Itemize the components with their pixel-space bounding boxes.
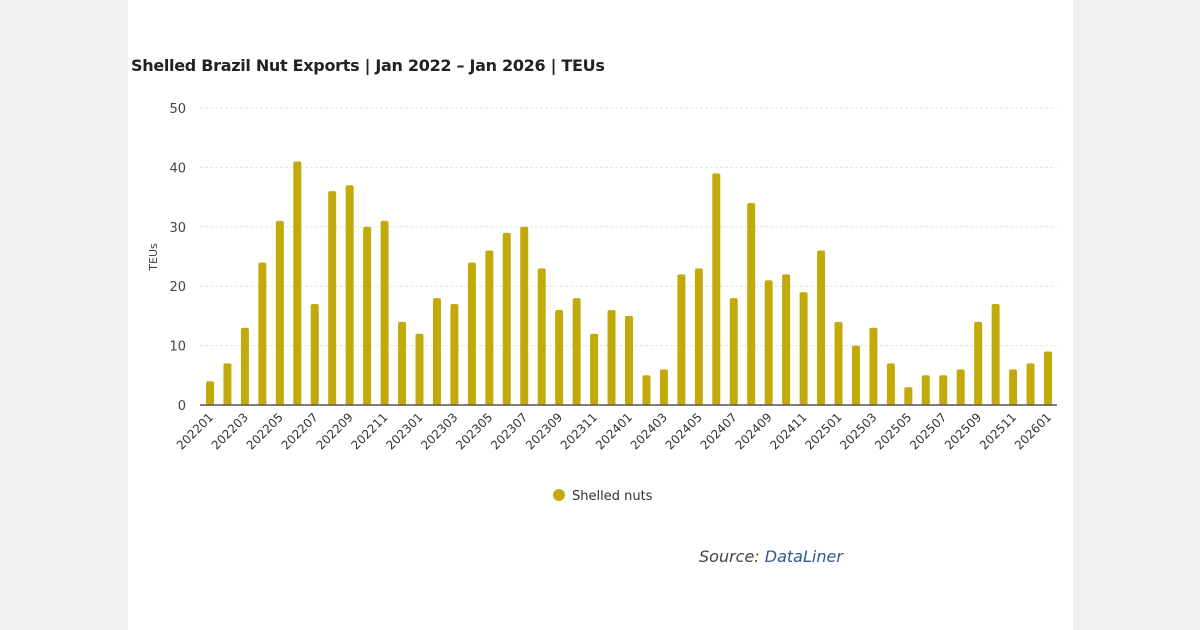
y-tick-label: 40 [169, 161, 186, 176]
x-tick-label: 202407 [698, 410, 740, 452]
bar [782, 274, 791, 405]
legend-marker [553, 489, 565, 501]
bar [1026, 363, 1035, 405]
x-tick-label: 202409 [732, 410, 774, 452]
bar [345, 185, 354, 405]
x-tick-label: 202411 [767, 410, 809, 452]
legend-label[interactable]: Shelled nuts [572, 489, 653, 504]
bar [607, 309, 616, 405]
bar [625, 315, 633, 405]
x-tick-label: 202509 [942, 410, 984, 452]
x-tick-label: 202311 [558, 410, 600, 452]
bar [799, 292, 808, 405]
bar [398, 321, 407, 405]
y-tick-label: 10 [169, 340, 186, 355]
bar [1009, 369, 1018, 405]
x-tick-label: 202205 [244, 410, 286, 452]
bar [904, 387, 913, 405]
bar [974, 321, 983, 405]
chart-card [128, 0, 1073, 630]
x-tick-label: 202303 [418, 410, 460, 452]
x-tick-label: 202209 [313, 410, 355, 452]
bar [537, 268, 546, 405]
bar [590, 333, 599, 405]
bar [851, 345, 860, 405]
x-tick-label: 202507 [907, 410, 949, 452]
bar [485, 250, 494, 405]
bar [886, 363, 895, 405]
source-prefix: Source: [699, 547, 765, 566]
chart-title: Shelled Brazil Nut Exports | Jan 2022 – … [131, 56, 605, 75]
y-tick-label: 0 [178, 399, 186, 414]
y-tick-label: 30 [169, 221, 186, 236]
y-tick-label: 20 [169, 280, 186, 295]
x-tick-label: 202401 [593, 410, 635, 452]
bar [380, 220, 389, 405]
bar [939, 375, 948, 405]
x-tick-label: 202503 [837, 410, 879, 452]
bar [991, 304, 1000, 405]
bar [328, 191, 337, 405]
x-tick-label: 202309 [523, 410, 565, 452]
bar [677, 274, 686, 405]
bar [293, 161, 302, 405]
bar [747, 203, 756, 405]
x-tick-label: 202601 [1012, 410, 1054, 452]
source-note: Source: DataLiner [699, 547, 843, 566]
x-tick-label: 202301 [383, 410, 425, 452]
bar [467, 262, 476, 405]
bar [659, 369, 668, 405]
x-tick-label: 202403 [628, 410, 670, 452]
bar [502, 232, 511, 405]
bar [817, 250, 826, 405]
bar [921, 375, 930, 405]
source-link[interactable]: DataLiner [764, 547, 843, 566]
bar [240, 327, 249, 405]
bar [834, 321, 843, 405]
bar [712, 173, 721, 405]
x-tick-label: 202505 [872, 410, 914, 452]
x-tick-label: 202305 [453, 410, 495, 452]
bar [223, 363, 232, 405]
bar [869, 327, 878, 405]
x-tick-label: 202207 [279, 410, 321, 452]
bar [432, 298, 441, 405]
bar [956, 369, 965, 405]
bar [415, 333, 424, 405]
bar [206, 381, 214, 405]
y-axis-label: TEUs [147, 243, 160, 272]
x-tick-label: 202307 [488, 410, 530, 452]
bar [555, 309, 564, 405]
x-tick-label: 202405 [663, 410, 705, 452]
bar [310, 304, 319, 405]
bar [520, 226, 529, 405]
bar [363, 226, 372, 405]
bar [1044, 351, 1052, 405]
bar [642, 375, 651, 405]
x-tick-label: 202211 [348, 410, 390, 452]
x-tick-label: 202501 [802, 410, 844, 452]
bar [275, 220, 284, 405]
bar [694, 268, 703, 405]
bar [764, 280, 773, 405]
x-tick-label: 202201 [174, 410, 216, 452]
bar [450, 304, 459, 405]
bar [258, 262, 267, 405]
y-tick-label: 50 [169, 102, 186, 117]
bar [729, 298, 738, 405]
x-tick-label: 202511 [977, 410, 1019, 452]
bar [572, 298, 581, 405]
x-tick-label: 202203 [209, 410, 251, 452]
